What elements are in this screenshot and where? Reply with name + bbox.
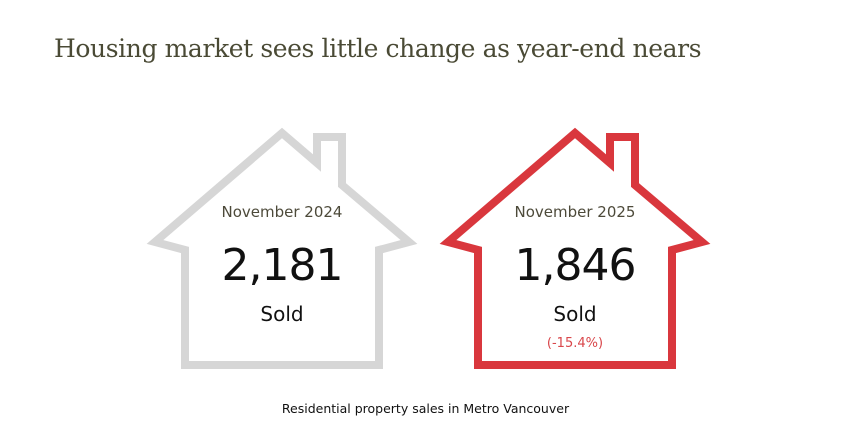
sold-value-2024: 2,181 — [222, 240, 343, 291]
change-percent-2025: (-15.4%) — [547, 336, 603, 351]
sold-value-2025: 1,846 — [515, 240, 636, 291]
sold-label-2025: Sold — [553, 302, 596, 326]
house-outline-2024 — [146, 127, 418, 369]
period-label-2025: November 2025 — [515, 203, 636, 221]
period-label-2024: November 2024 — [222, 203, 343, 221]
house-november-2024: November 2024 2,181 Sold — [146, 127, 418, 369]
chart-caption: Residential property sales in Metro Vanc… — [281, 401, 570, 416]
house-november-2025: November 2025 1,846 Sold (-15.4%) — [439, 127, 711, 369]
house-outline-2025 — [439, 127, 711, 369]
chart-title: Housing market sees little change as yea… — [54, 34, 702, 63]
sold-label-2024: Sold — [260, 302, 303, 326]
